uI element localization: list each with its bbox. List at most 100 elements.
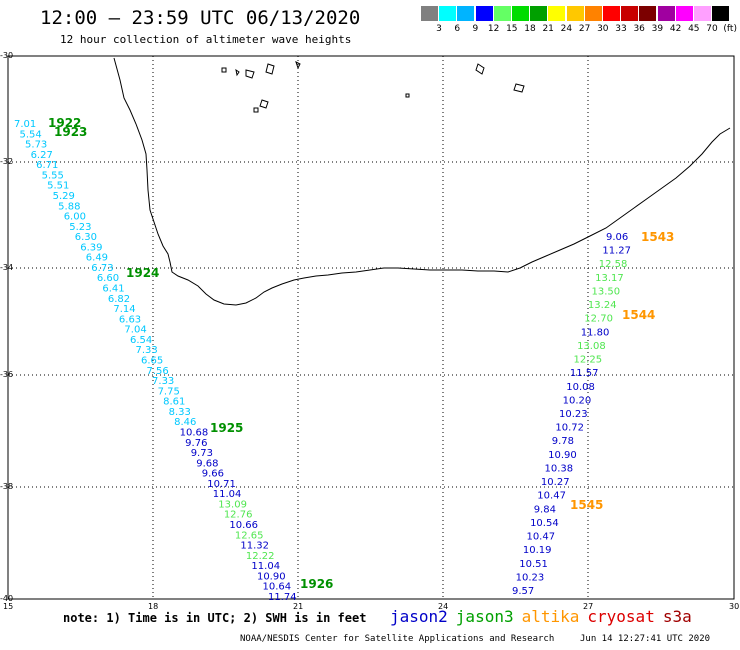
wave-height-label: 13.08 [577, 341, 606, 352]
track-east: 9.06 11.27 12.58 13.17 13.50 13.24 12.70 11.80 1… [512, 230, 674, 597]
legend-label: 27 [578, 24, 591, 34]
pass-time-label: 1925 [210, 421, 243, 435]
wave-height-label: 10.19 [523, 545, 552, 556]
wave-height-label: 10.72 [555, 423, 584, 434]
wave-height-label: 12.58 [599, 259, 628, 270]
graticule [8, 56, 734, 599]
wave-height-label: 10.38 [545, 463, 574, 474]
legend-swatch [475, 6, 494, 21]
legend-label: 39 [651, 24, 664, 34]
wave-height-label: 10.27 [541, 477, 570, 488]
wave-height-label: 9.78 [552, 436, 574, 447]
wave-height-label: 6.73 [91, 263, 113, 274]
wave-height-label: 7.33 [152, 376, 174, 387]
legend-label: 18 [524, 24, 536, 34]
generation-timestamp: Jun 14 12:27:41 UTC 2020 [580, 634, 711, 644]
legend-label: 33 [615, 24, 627, 34]
wave-height-label: 10.47 [537, 491, 566, 502]
satellite-name: jason2 [390, 607, 448, 626]
wave-height-label: 5.88 [58, 201, 80, 212]
wave-height-label: 9.57 [512, 586, 534, 597]
longitude-label: 30 [729, 602, 740, 611]
legend-swatch [694, 6, 712, 21]
wave-height-label: 11.74 [268, 592, 297, 603]
pass-time-label: 1924 [126, 266, 159, 280]
wave-height-label: 13.09 [218, 499, 247, 510]
legend-swatch [530, 6, 549, 21]
pass-time-label: 1544 [622, 308, 655, 322]
wave-height-label: 12.25 [573, 355, 602, 366]
wave-height-label: 7.01 [14, 119, 36, 130]
wave-height-label: 10.54 [530, 518, 559, 529]
wave-height-label: 6.00 [64, 212, 86, 223]
longitude-label: 27 [583, 602, 594, 611]
satellite-name: cryosat [587, 607, 655, 626]
pass-time-label: 1545 [570, 498, 603, 512]
wave-height-label: 12.70 [584, 314, 613, 325]
wave-height-label: 7.56 [147, 366, 169, 377]
wave-height-label: 10.90 [548, 450, 577, 461]
wave-height-label: 6.27 [31, 150, 53, 161]
wave-height-label: 9.76 [185, 438, 207, 449]
map-frame [7, 55, 735, 600]
wave-height-label: 11.04 [213, 489, 242, 500]
legend-swatch [439, 6, 458, 21]
longitude-label: 21 [293, 602, 304, 611]
wave-height-label: 6.39 [80, 242, 102, 253]
wave-height-label: 11.27 [602, 246, 631, 257]
wave-height-label: 13.24 [588, 300, 617, 311]
latitude-label: -30 [0, 51, 14, 60]
legend-label: 36 [633, 24, 645, 34]
wave-height-label: 11.32 [240, 541, 269, 552]
pass-time-label: 1923 [54, 125, 87, 139]
wave-height-label: 8.61 [163, 397, 185, 408]
coastline [113, 57, 731, 306]
legend-label: 30 [597, 24, 609, 34]
legend-swatch [621, 6, 640, 21]
legend-label: 70 [706, 24, 718, 34]
wave-height-label: 6.41 [102, 284, 124, 295]
islands [221, 61, 525, 113]
wave-height-label: 10.23 [559, 409, 588, 420]
satellite-name: jason3 [455, 607, 514, 626]
wave-height-label: 10.71 [207, 479, 236, 490]
satellite-name: altika [521, 607, 580, 626]
wave-height-label: 5.55 [42, 170, 64, 181]
longitude-label: 24 [438, 602, 449, 611]
credit-line: NOAA/NESDIS Center for Satellite Applica… [240, 634, 555, 644]
wave-height-label: 6.82 [108, 294, 130, 305]
legend-swatch [657, 6, 676, 21]
latitude-label: -38 [0, 482, 14, 491]
wave-height-label: 12.65 [235, 530, 264, 541]
wave-height-label: 10.90 [257, 571, 286, 582]
wave-height-label: 10.64 [262, 582, 291, 593]
pass-time-label: 1543 [641, 230, 674, 244]
legend-label: 12 [487, 24, 500, 34]
wave-height-label: 6.60 [97, 273, 119, 284]
wave-height-label: 11.04 [251, 561, 280, 572]
legend-label: 15 [506, 24, 518, 34]
wave-height-label: 8.46 [174, 417, 196, 428]
wave-height-label: 12.22 [246, 551, 275, 562]
legend-swatch [457, 6, 476, 21]
wave-height-label: 5.23 [69, 222, 91, 233]
wave-height-label: 7.75 [158, 386, 180, 397]
legend-swatch [421, 6, 439, 21]
wave-height-label: 10.08 [566, 382, 595, 393]
legend-swatch [712, 6, 731, 21]
longitude-label: 15 [3, 602, 14, 611]
wave-height-label: 9.66 [202, 469, 224, 480]
wave-height-label: 9.06 [606, 232, 628, 243]
wave-height-label: 9.84 [534, 504, 556, 515]
wave-height-label: 9.68 [196, 458, 218, 469]
chart-title: 12:00 – 23:59 UTC 06/13/2020 [40, 7, 361, 29]
wave-height-label: 6.30 [75, 232, 97, 243]
wave-height-label: 6.49 [86, 253, 108, 264]
wave-height-label: 13.17 [595, 273, 624, 284]
track-west: 7.015.545.736.276.715.555.515.295.886.00… [14, 116, 333, 603]
legend-label: 6 [454, 24, 461, 34]
legend-swatch [675, 6, 694, 21]
wave-height-label: 10.23 [516, 572, 545, 583]
wave-height-label: 9.73 [191, 448, 213, 459]
legend-swatch [548, 6, 567, 21]
